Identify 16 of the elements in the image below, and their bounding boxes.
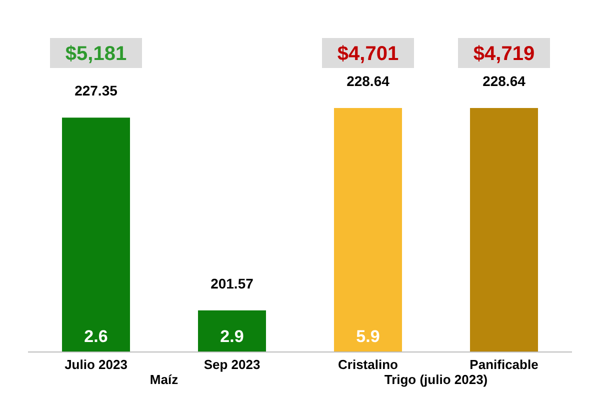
x-tick-label: Cristalino (338, 357, 398, 372)
x-tick-label: Panificable (470, 357, 538, 372)
text: $5,181 (65, 43, 127, 65)
annotation: 2.9 (220, 327, 244, 346)
text: $4,701 (337, 43, 399, 65)
x-tick-label: Julio 2023 (64, 357, 128, 372)
data-label: 228.64 (482, 73, 526, 89)
x-tick-label: Sep 2023 (204, 357, 260, 372)
text: $4,719 (473, 43, 535, 65)
data-label: 201.57 (210, 275, 254, 292)
text: Trigo (julio 2023) (384, 372, 488, 387)
annotation: 5.9 (356, 327, 380, 346)
data-label: 227.35 (74, 82, 118, 99)
annotation: 2.6 (84, 327, 108, 346)
data-label: 228.64 (346, 73, 390, 89)
text: Maíz (150, 372, 179, 387)
